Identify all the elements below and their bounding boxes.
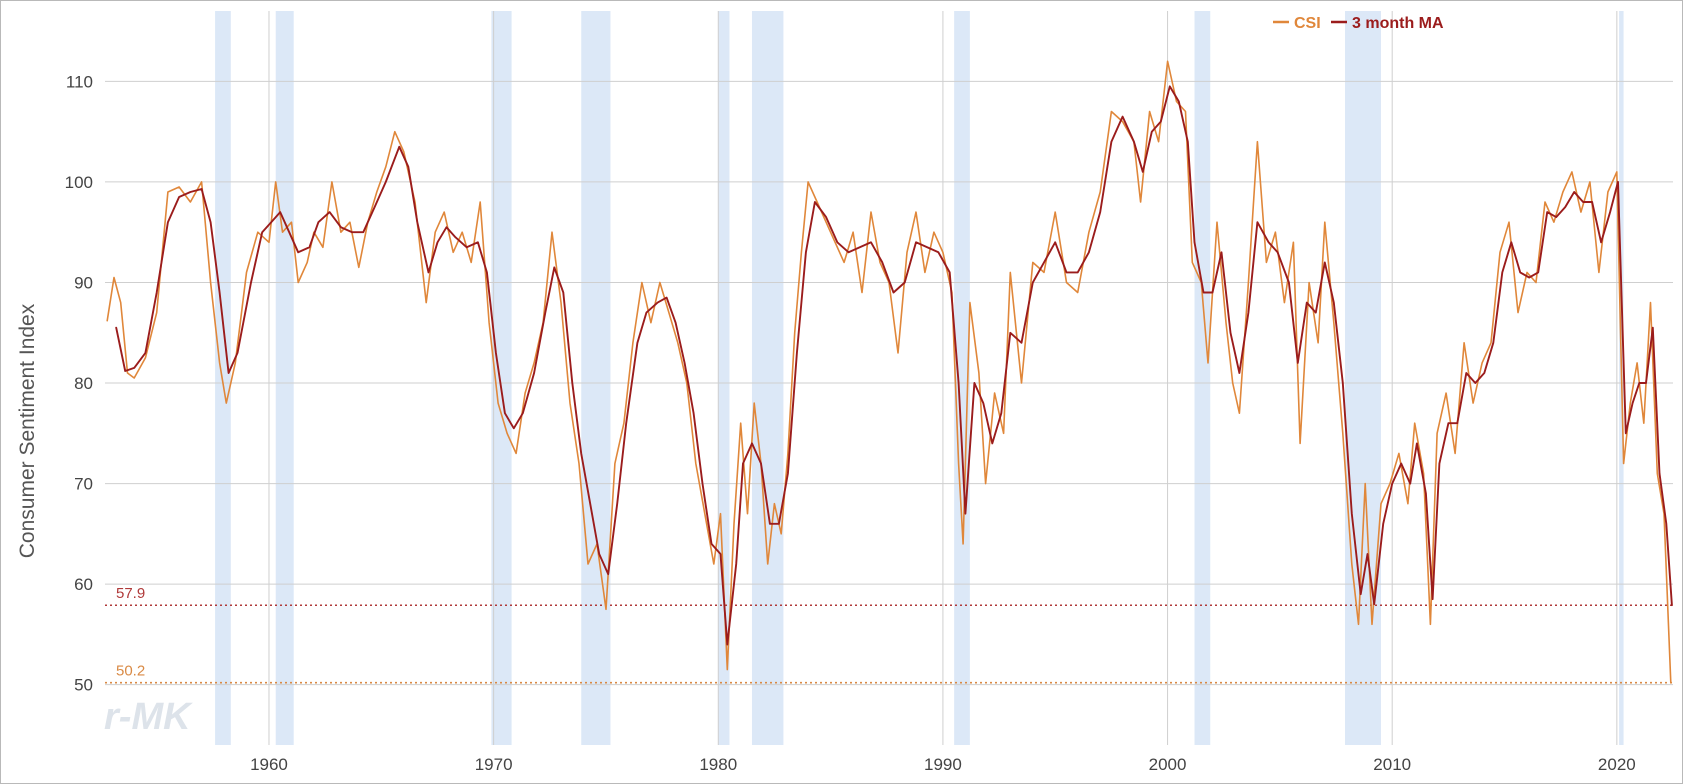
- recession-band-4: [718, 11, 730, 745]
- series-line-ma: [115, 85, 1673, 646]
- recession-band-3: [581, 11, 611, 745]
- y-tick-label: 50: [74, 676, 93, 695]
- y-tick-label: 80: [74, 374, 93, 393]
- y-tick-label: 100: [65, 173, 93, 192]
- legend-label-ma: 3 month MA: [1352, 15, 1444, 32]
- recession-band-6: [954, 11, 970, 745]
- legend: CSI 3 month MA: [1273, 15, 1444, 32]
- axis-tick-labels: 50 60 70 80 90 100 110 1960 1970 1980 1990 2000 2010…: [65, 72, 1636, 774]
- recession-band-2: [491, 11, 512, 745]
- x-tick-label: 2020: [1598, 755, 1636, 774]
- legend-label-csi: CSI: [1294, 15, 1321, 32]
- x-tick-label: 1960: [250, 755, 288, 774]
- x-tick-label: 2010: [1373, 755, 1411, 774]
- reference-label-0: 57.9: [116, 585, 145, 602]
- recession-bands: [215, 11, 1624, 745]
- series-line-csi: [106, 60, 1672, 684]
- recession-band-8: [1345, 11, 1381, 745]
- y-axis-label: Consumer Sentiment Index: [16, 303, 39, 558]
- recession-band-5: [751, 11, 784, 745]
- y-tick-label: 90: [74, 273, 93, 292]
- x-tick-label: 1980: [699, 755, 737, 774]
- y-tick-label: 110: [66, 72, 93, 91]
- y-tick-label: 60: [74, 575, 93, 594]
- reference-label-1: 50.2: [116, 663, 145, 680]
- series-lines: [106, 60, 1673, 684]
- recession-band-7: [1194, 11, 1211, 745]
- recession-band-0: [215, 11, 231, 745]
- x-tick-label: 1990: [924, 755, 962, 774]
- x-tick-label: 1970: [475, 755, 513, 774]
- recession-band-1: [275, 11, 294, 745]
- x-tick-label: 2000: [1149, 755, 1187, 774]
- reference-lines: 57.9 50.2: [105, 585, 1673, 684]
- y-tick-label: 70: [74, 475, 93, 494]
- gridlines: [105, 11, 1673, 745]
- rmk-logo: r-MK: [104, 696, 193, 738]
